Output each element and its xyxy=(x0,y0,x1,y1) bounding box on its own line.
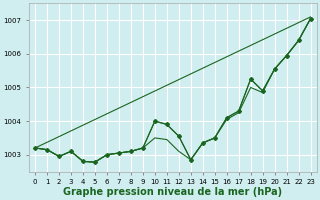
X-axis label: Graphe pression niveau de la mer (hPa): Graphe pression niveau de la mer (hPa) xyxy=(63,187,282,197)
